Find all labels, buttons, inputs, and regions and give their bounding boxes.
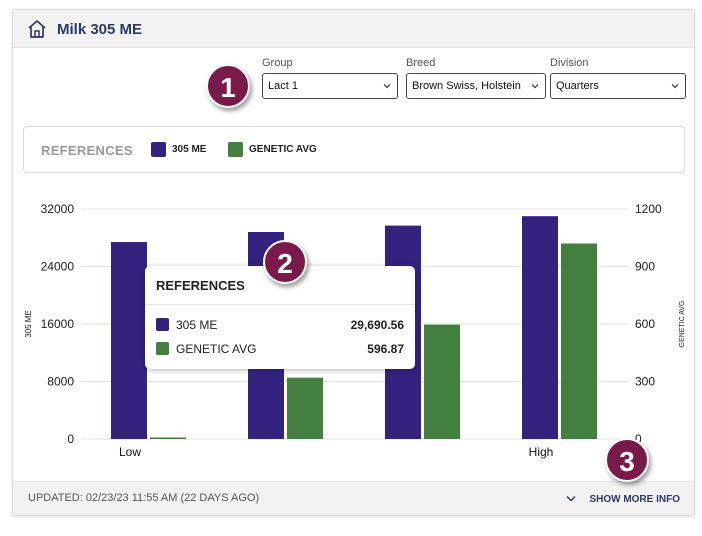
x-tick-label: Low (119, 445, 141, 459)
bar-genetic-avg (287, 377, 323, 439)
bar-305-me (522, 216, 558, 439)
legend-item-genetic-avg[interactable]: GENETIC AVG (228, 142, 317, 157)
division-filter: Division Quarters (550, 57, 686, 99)
bar-genetic-avg (424, 324, 460, 439)
updated-timestamp: UPDATED: 02/23/23 11:55 AM (22 DAYS AGO) (28, 492, 260, 504)
chevron-down-icon[interactable] (566, 495, 576, 503)
card-title: Milk 305 ME (57, 21, 143, 38)
tooltip-label: GENETIC AVG (176, 341, 257, 356)
bar-genetic-avg (150, 437, 186, 439)
y-right-tick-label: 900 (635, 260, 655, 274)
breed-filter: Breed Brown Swiss, Holstein (406, 57, 546, 99)
tooltip-label: 305 ME (176, 317, 218, 332)
legend-swatch (151, 142, 166, 157)
tooltip-title: REFERENCES (156, 278, 245, 293)
chevron-down-icon (671, 84, 679, 89)
tooltip-swatch (156, 342, 169, 356)
tooltip-swatch (156, 318, 169, 332)
card-header: Milk 305 ME (13, 10, 694, 48)
tooltip-row-305-me: 305 ME 29,690.56 (156, 317, 404, 332)
group-filter: Group Lact 1 (262, 57, 398, 99)
breed-label: Breed (406, 57, 436, 69)
bar-genetic-avg (561, 243, 597, 439)
tooltip-divider (145, 304, 415, 305)
breed-value: Brown Swiss, Holstein (412, 80, 521, 92)
y-tick-label: 32000 (41, 202, 75, 216)
callout-badge-3: 3 (605, 438, 649, 482)
y-right-tick-label: 0 (635, 432, 642, 446)
division-select[interactable]: Quarters (550, 73, 686, 99)
callout-badge-1: 1 (206, 64, 250, 108)
legend-label: GENETIC AVG (249, 144, 317, 156)
y-right-tick-label: 600 (635, 317, 655, 331)
y-right-tick-label: 1200 (635, 202, 662, 216)
y-tick-label: 8000 (47, 375, 74, 389)
home-icon[interactable] (27, 19, 47, 39)
card-footer: UPDATED: 02/23/23 11:55 AM (22 DAYS AGO)… (13, 481, 694, 515)
legend-label: 305 ME (172, 144, 207, 156)
division-label: Division (550, 57, 589, 69)
references-legend: REFERENCES 305 ME GENETIC AVG (23, 126, 685, 173)
y-right-tick-label: 300 (635, 375, 655, 389)
y-tick-label: 0 (67, 432, 74, 446)
legend-swatch (228, 142, 243, 157)
y-right-axis-label: GENETIC AVG (679, 301, 686, 348)
callout-badge-2: 2 (263, 240, 307, 284)
y-axis-label: 305 ME (24, 310, 33, 338)
y-tick-label: 16000 (41, 317, 75, 331)
chevron-down-icon (531, 84, 539, 89)
group-label: Group (262, 57, 293, 69)
references-title: REFERENCES (41, 143, 133, 158)
chevron-down-icon (383, 84, 391, 89)
tooltip-value: 596.87 (367, 342, 404, 356)
division-value: Quarters (556, 80, 599, 92)
group-value: Lact 1 (268, 80, 298, 92)
group-select[interactable]: Lact 1 (262, 73, 398, 99)
x-tick-label: High (529, 445, 554, 459)
legend-item-305-me[interactable]: 305 ME (151, 142, 206, 157)
milk-305-me-card: Milk 305 ME Group Lact 1 Breed Brown Swi… (12, 9, 695, 516)
breed-select[interactable]: Brown Swiss, Holstein (406, 73, 546, 99)
y-tick-label: 24000 (41, 260, 75, 274)
show-more-info-button[interactable]: SHOW MORE INFO (589, 494, 680, 505)
tooltip-value: 29,690.56 (350, 318, 404, 332)
bar-305-me (111, 242, 147, 439)
tooltip-row-genetic-avg: GENETIC AVG 596.87 (156, 341, 404, 356)
